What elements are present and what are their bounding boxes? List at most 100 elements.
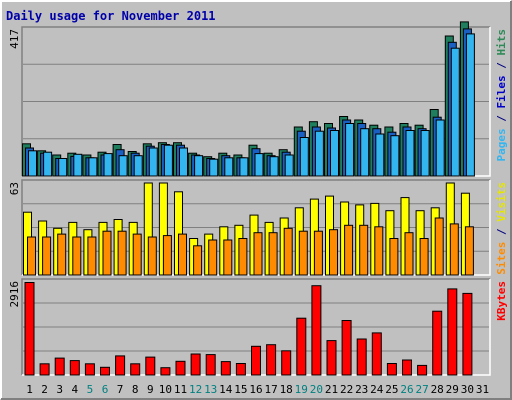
bar-sites-day-5 <box>87 236 97 276</box>
series-kbytes <box>24 282 473 376</box>
bar-sites-day-28 <box>434 217 444 276</box>
bar-sites-day-12 <box>193 245 203 276</box>
bar-sites-day-20 <box>313 230 323 276</box>
x-tick-label-27: 27 <box>415 383 428 396</box>
bar-pages-day-18 <box>284 154 294 177</box>
x-tick-label-22: 22 <box>340 383 353 396</box>
bar-kbytes-day-28 <box>432 310 443 376</box>
bar-kbytes-day-19 <box>296 317 307 376</box>
bar-pages-day-16 <box>254 153 264 177</box>
y-max-label: 417 <box>8 29 21 49</box>
bar-kbytes-day-5 <box>84 363 95 376</box>
bar-pages-day-1 <box>28 150 37 177</box>
x-tick-label-2: 2 <box>41 383 48 396</box>
bar-pages-day-4 <box>73 153 83 177</box>
legend-entry: / <box>495 109 508 129</box>
bar-sites-day-9 <box>147 236 157 276</box>
x-tick-label-30: 30 <box>461 383 474 396</box>
chart-title: Daily usage for November 2011 <box>6 9 216 23</box>
bar-pages-day-29 <box>450 47 460 177</box>
bar-kbytes-day-30 <box>462 292 473 376</box>
x-tick-label-10: 10 <box>159 383 172 396</box>
bar-kbytes-day-17 <box>266 344 277 376</box>
bar-pages-day-5 <box>88 157 98 177</box>
x-tick-label-17: 17 <box>264 383 277 396</box>
x-tick-label-6: 6 <box>102 383 109 396</box>
bar-sites-day-17 <box>268 232 278 276</box>
bar-kbytes-day-21 <box>326 340 337 376</box>
panel-kbytes: 2916 KBytes <box>8 278 508 376</box>
bar-pages-day-7 <box>118 155 128 177</box>
bar-sites-day-24 <box>374 226 384 276</box>
x-tick-label-25: 25 <box>385 383 398 396</box>
bar-kbytes-day-23 <box>356 338 367 376</box>
bar-sites-day-21 <box>329 229 338 276</box>
bar-sites-day-15 <box>238 238 248 276</box>
bar-pages-day-19 <box>299 137 309 177</box>
bar-kbytes-day-25 <box>386 363 397 376</box>
x-tick-label-8: 8 <box>132 383 139 396</box>
bar-sites-day-22 <box>344 224 354 276</box>
panel-hits: 417 Pages / Files / Hits <box>8 21 508 177</box>
x-tick-label-21: 21 <box>325 383 338 396</box>
bar-pages-day-28 <box>435 119 445 177</box>
bar-sites-day-6 <box>102 230 112 276</box>
bar-sites-day-4 <box>72 236 82 276</box>
bar-sites-day-13 <box>208 239 218 276</box>
x-tick-label-7: 7 <box>117 383 124 396</box>
bar-pages-day-25 <box>390 135 400 177</box>
bar-kbytes-day-15 <box>235 363 246 376</box>
y-max-label: 63 <box>8 182 21 195</box>
bar-kbytes-day-20 <box>311 285 322 376</box>
bar-sites-day-29 <box>449 223 459 276</box>
bar-pages-day-9 <box>148 147 158 177</box>
bar-pages-day-17 <box>269 156 279 177</box>
bar-pages-day-11 <box>179 147 188 177</box>
x-tick-label-31: 31 <box>476 383 489 396</box>
bar-kbytes-day-26 <box>402 359 412 376</box>
bar-sites-day-27 <box>419 238 429 276</box>
bar-kbytes-day-2 <box>39 363 50 376</box>
chart-panels: 417 Pages / Files / Hits 63 Sites / Visits 2… <box>8 21 508 376</box>
x-tick-label-26: 26 <box>400 383 413 396</box>
bar-kbytes-day-1 <box>24 282 35 376</box>
bar-pages-day-10 <box>163 144 173 177</box>
x-tick-label-20: 20 <box>310 383 323 396</box>
panel-bevel-dark <box>21 26 490 176</box>
bar-kbytes-day-9 <box>145 356 156 376</box>
bar-sites-day-30 <box>464 226 474 276</box>
bar-kbytes-day-22 <box>341 320 352 376</box>
x-tick-label-13: 13 <box>204 383 217 396</box>
bar-pages-day-22 <box>345 123 355 177</box>
legend-entry: KBytes <box>495 281 508 321</box>
series-sites <box>27 217 474 276</box>
bar-kbytes-day-24 <box>371 332 382 376</box>
bar-kbytes-day-16 <box>251 345 261 376</box>
bar-sites-day-19 <box>298 230 308 276</box>
bar-kbytes-day-29 <box>447 288 458 376</box>
x-axis: 1 2 3 4 5 6 7 8 9 10 11 12 13 14 15 16 17 18 19 20 21 22 23 24 2… <box>26 383 489 396</box>
x-tick-label-19: 19 <box>295 383 308 396</box>
legend-entry: Hits <box>495 29 508 56</box>
bar-kbytes-day-27 <box>417 364 428 376</box>
legend-entry: / <box>495 222 508 242</box>
bar-kbytes-day-4 <box>69 360 80 376</box>
bar-pages-day-21 <box>330 130 339 177</box>
bar-sites-day-1 <box>27 236 36 276</box>
bar-pages-day-23 <box>360 128 370 177</box>
bar-kbytes-day-12 <box>190 353 201 376</box>
bar-pages-day-6 <box>103 153 113 177</box>
x-tick-label-23: 23 <box>355 383 368 396</box>
y-max-label: 2916 <box>8 281 21 308</box>
panel-legend: Pages / Files / Hits <box>495 29 508 162</box>
bar-pages-day-24 <box>375 133 385 177</box>
bar-kbytes-day-14 <box>220 361 231 376</box>
legend-entry: Sites <box>495 242 508 275</box>
bar-kbytes-day-13 <box>205 354 216 376</box>
bar-kbytes-day-18 <box>281 350 292 376</box>
bar-pages-day-12 <box>194 155 204 177</box>
x-tick-label-5: 5 <box>87 383 94 396</box>
